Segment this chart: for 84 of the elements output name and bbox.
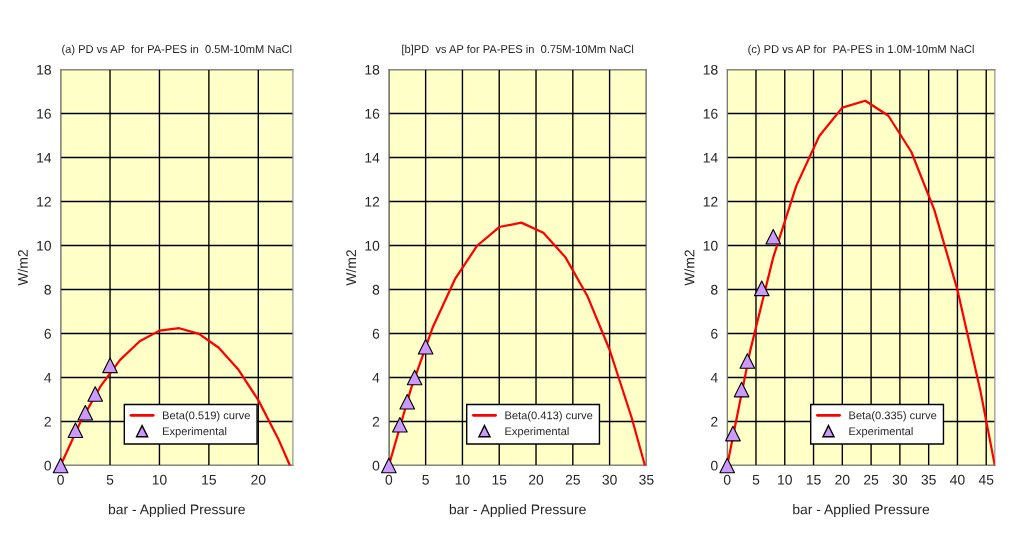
legend-label: Experimental xyxy=(849,427,913,438)
x-tick-label: 20 xyxy=(835,474,850,485)
y-axis-title: W/m2 xyxy=(17,250,28,286)
y-tick-label: 12 xyxy=(365,196,380,207)
y-tick-label: 14 xyxy=(365,153,380,163)
x-tick-label: 5 xyxy=(752,474,760,485)
y-tick-label: 6 xyxy=(711,328,718,339)
point xyxy=(417,338,434,355)
y-tick-label: 18 xyxy=(365,64,380,75)
y-tick-label: 16 xyxy=(703,108,718,119)
y-tick-label: 4 xyxy=(44,372,52,383)
x-tick-label: 0 xyxy=(723,474,731,485)
y-tick-label: 8 xyxy=(44,284,51,295)
y-tick-label: 10 xyxy=(365,240,380,251)
point xyxy=(719,457,736,474)
x-axis-title: bar - Applied Pressure xyxy=(793,504,930,518)
point xyxy=(765,228,782,245)
x-tick-label: 25 xyxy=(864,474,879,485)
x-tick-label: 10 xyxy=(778,474,792,485)
y-axis-title: W/m2 xyxy=(684,250,695,286)
point xyxy=(399,393,416,410)
point xyxy=(67,422,84,439)
y-tick-label: 12 xyxy=(703,196,718,207)
y-tick-label: 6 xyxy=(44,328,51,339)
point xyxy=(406,369,423,386)
y-tick-label: 16 xyxy=(37,108,51,119)
point xyxy=(733,381,750,398)
x-tick-label: 10 xyxy=(152,474,167,485)
x-tick-label: 0 xyxy=(57,474,64,485)
point xyxy=(77,404,94,421)
point xyxy=(725,425,741,442)
x-tick-label: 35 xyxy=(639,474,654,485)
x-tick-label: 45 xyxy=(978,474,994,485)
y-tick-label: 2 xyxy=(44,416,51,427)
x-tick-label: 15 xyxy=(202,474,217,485)
y-tick-label: 2 xyxy=(372,416,380,427)
point xyxy=(381,457,397,474)
point xyxy=(739,353,756,369)
x-tick-label: 0 xyxy=(385,474,393,485)
y-tick-label: 2 xyxy=(711,416,718,427)
y-tick-label: 4 xyxy=(710,372,718,383)
y-tick-label: 8 xyxy=(372,284,380,295)
y-tick-label: 0 xyxy=(710,460,718,471)
y-tick-label: 8 xyxy=(711,284,718,295)
y-tick-label: 10 xyxy=(37,240,52,251)
y-tick-label: 12 xyxy=(37,196,51,207)
y-tick-label: 0 xyxy=(44,460,52,471)
x-axis-title: bar - Applied Pressure xyxy=(108,504,245,518)
legend-label: Experimental xyxy=(505,427,569,438)
y-axis-title: W/m2 xyxy=(345,250,357,286)
y-tick-label: 14 xyxy=(37,153,52,163)
x-tick-label: 5 xyxy=(422,474,429,485)
point xyxy=(392,416,408,433)
point xyxy=(52,457,69,474)
point xyxy=(87,386,104,402)
x-tick-label: 25 xyxy=(565,474,580,485)
x-tick-label: 30 xyxy=(602,474,617,485)
legend-label: Beta(0.519) curve xyxy=(163,411,250,422)
y-tick-label: 14 xyxy=(703,153,718,163)
chart-title: [b]PD vs AP for PA-PES in 0.75M-10Mm NaCl xyxy=(402,44,634,56)
point xyxy=(102,357,118,374)
y-tick-label: 18 xyxy=(703,64,718,75)
x-tick-label: 15 xyxy=(806,474,821,485)
x-tick-label: 20 xyxy=(529,474,544,485)
x-tick-label: 30 xyxy=(892,474,908,485)
legend-label: Beta(0.413) curve xyxy=(505,411,593,422)
x-tick-label: 40 xyxy=(950,474,965,485)
chart-title: (c) PD vs AP for PA-PES in 1.0M-10mM NaCl xyxy=(748,44,974,56)
point xyxy=(753,280,770,297)
legend-label: Experimental xyxy=(163,427,227,438)
x-tick-label: 10 xyxy=(455,474,470,485)
x-tick-label: 15 xyxy=(492,474,507,485)
y-tick-label: 18 xyxy=(37,64,51,75)
x-tick-label: 5 xyxy=(106,474,114,485)
y-tick-label: 0 xyxy=(372,460,380,471)
y-tick-label: 16 xyxy=(365,108,380,119)
y-tick-label: 10 xyxy=(703,240,718,251)
x-tick-label: 20 xyxy=(251,474,266,485)
chart-title: (a) PD vs AP for PA-PES in 0.5M-10mM NaCl xyxy=(62,44,292,56)
legend-label: Beta(0.335) curve xyxy=(849,411,937,422)
x-tick-label: 35 xyxy=(921,474,936,485)
y-tick-label: 4 xyxy=(372,372,380,383)
y-tick-label: 6 xyxy=(372,328,380,339)
x-axis-title: bar - Applied Pressure xyxy=(449,504,586,518)
